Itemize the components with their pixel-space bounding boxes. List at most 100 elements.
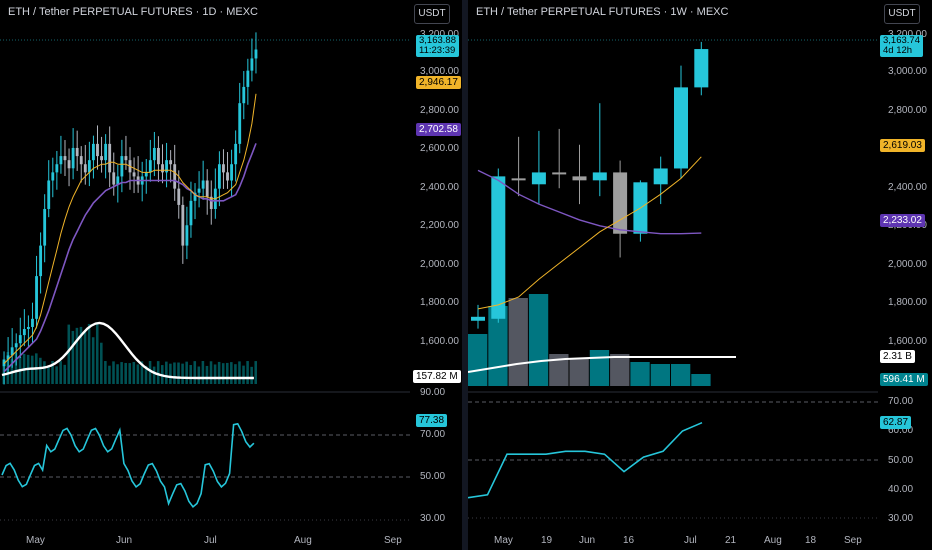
candle-body	[100, 156, 103, 161]
candle-body	[531, 172, 546, 185]
volume-bar	[246, 361, 249, 384]
candle-body	[14, 343, 18, 348]
rsi-tick: 30.00	[888, 513, 914, 524]
time-label: 18	[805, 535, 817, 546]
volume-tag: 596.41 M	[880, 373, 928, 386]
volume-bar	[230, 362, 233, 384]
volume-bar	[528, 294, 549, 386]
weekly-chart-canvas[interactable]	[468, 0, 932, 550]
volume-bar	[152, 366, 156, 384]
candle-body	[63, 156, 67, 161]
candle-body	[10, 347, 14, 356]
price-tick: 1,800.00	[420, 297, 459, 308]
candle-body	[254, 49, 258, 59]
volume-bar	[128, 363, 132, 384]
candle-body	[471, 316, 485, 321]
candle-body	[104, 143, 108, 161]
candle-body	[120, 156, 124, 177]
volume-bar	[75, 327, 79, 384]
volume-bar	[124, 362, 127, 384]
ma-slow-tag: 2,233.02	[880, 214, 925, 227]
price-tick: 3,200.00	[420, 29, 459, 40]
chart-pane-weekly[interactable]: ETH / Tether PERPETUAL FUTURES · 1W · ME…	[468, 0, 932, 550]
candle-body	[26, 326, 30, 330]
volume-bar	[193, 361, 197, 384]
volume-bar	[691, 374, 711, 386]
volume-bar	[140, 361, 144, 384]
volume-bar	[39, 357, 42, 384]
candle-body	[51, 172, 55, 181]
volume-bar	[108, 365, 111, 384]
volume-bar	[508, 298, 528, 386]
candle-body	[246, 70, 250, 87]
price-tick: 2,000.00	[888, 259, 927, 270]
candle-body	[92, 143, 95, 161]
volume-bar	[169, 363, 172, 384]
candle-body	[177, 188, 181, 205]
volume-bar	[95, 322, 99, 384]
time-label: 16	[623, 535, 635, 546]
currency-button[interactable]: USDT	[414, 4, 450, 24]
volume-bar	[104, 361, 107, 384]
volume-bar	[59, 361, 62, 384]
rsi-tick: 30.00	[420, 513, 446, 524]
symbol-title[interactable]: ETH / Tether PERPETUAL FUTURES · 1D · ME…	[8, 6, 258, 18]
candle-body	[75, 147, 79, 157]
candle-body	[112, 172, 116, 185]
price-tick: 2,400.00	[420, 182, 459, 193]
price-tick: 3,000.00	[888, 66, 927, 77]
ma-fast-line	[3, 93, 257, 364]
volume-bar	[144, 365, 148, 384]
volume-bar	[189, 365, 192, 384]
candle-body	[161, 164, 164, 173]
rsi-tick: 60.00	[888, 425, 914, 436]
currency-button[interactable]: USDT	[884, 4, 920, 24]
volume-bar	[51, 361, 54, 384]
candle-body	[230, 164, 234, 181]
candle-body	[47, 180, 51, 209]
candle-body	[572, 176, 587, 181]
volume-bar	[136, 364, 140, 384]
volume-bar	[205, 365, 209, 384]
candle-body	[189, 200, 193, 226]
time-label: 21	[725, 535, 737, 546]
candle-body	[165, 160, 168, 173]
candle-body	[22, 329, 26, 336]
candle-body	[55, 164, 59, 173]
volume-bar	[213, 364, 217, 384]
chart-pane-daily[interactable]: ETH / Tether PERPETUAL FUTURES · 1D · ME…	[0, 0, 462, 550]
volume-bar	[79, 326, 83, 384]
volume-bar	[225, 362, 229, 384]
pane-divider[interactable]	[462, 0, 468, 550]
volume-bar	[671, 364, 691, 386]
candle-body	[96, 143, 99, 157]
candle-body	[124, 156, 128, 161]
rsi-tick: 70.00	[888, 396, 914, 407]
ma-slow-tag: 2,702.58	[416, 123, 461, 136]
candle-body	[108, 143, 112, 173]
volume-bar	[589, 350, 610, 386]
candle-body	[2, 359, 6, 367]
volume-bar	[67, 324, 71, 384]
volume-bar	[209, 361, 213, 384]
daily-chart-canvas[interactable]	[0, 0, 462, 550]
volume-bar	[43, 361, 46, 384]
rsi-tick: 40.00	[888, 484, 914, 495]
volume-bar	[91, 337, 95, 384]
volume-bar	[569, 358, 589, 386]
candle-body	[613, 172, 628, 234]
volume-bar	[181, 363, 184, 384]
candle-body	[694, 49, 709, 88]
price-tick: 1,600.00	[888, 336, 927, 347]
volume-bar	[63, 364, 67, 384]
volume-bar	[173, 362, 176, 384]
candle-body	[83, 164, 87, 173]
symbol-title[interactable]: ETH / Tether PERPETUAL FUTURES · 1W · ME…	[476, 6, 729, 18]
volume-bar	[254, 361, 257, 384]
candle-body	[511, 178, 526, 181]
price-tick: 2,800.00	[888, 105, 927, 116]
candle-body	[653, 168, 668, 185]
volume-bar	[156, 361, 160, 384]
candle-body	[59, 156, 63, 165]
candle-body	[491, 176, 506, 319]
